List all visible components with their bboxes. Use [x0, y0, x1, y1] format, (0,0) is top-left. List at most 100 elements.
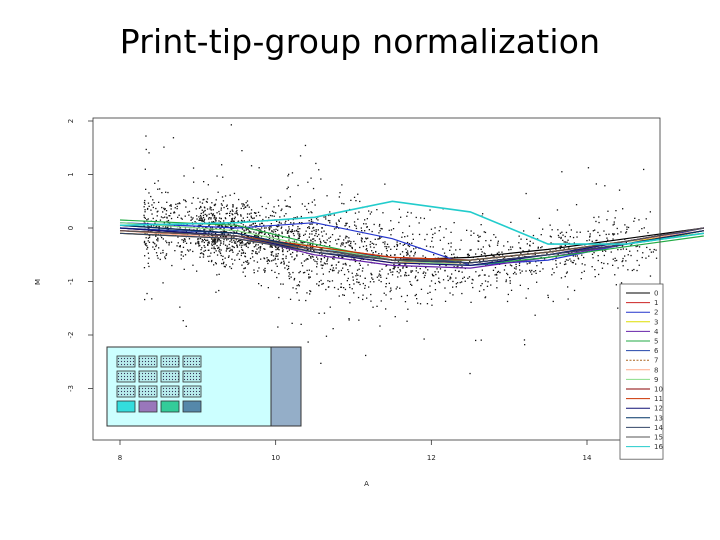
data-point	[243, 261, 245, 264]
data-point	[223, 239, 225, 241]
data-point	[345, 264, 347, 266]
data-point	[449, 249, 451, 251]
data-point	[390, 229, 393, 231]
data-point	[165, 213, 167, 215]
legend-label-0: 0	[654, 290, 658, 298]
data-point	[245, 244, 247, 246]
data-point	[348, 284, 351, 286]
data-point	[252, 242, 254, 244]
data-point	[214, 203, 217, 205]
data-point	[480, 248, 482, 250]
data-point	[429, 246, 432, 248]
data-point	[305, 230, 307, 232]
data-point	[268, 217, 270, 219]
data-point	[404, 301, 407, 303]
data-point	[519, 258, 521, 261]
data-point	[459, 262, 461, 265]
data-point	[250, 209, 253, 211]
data-point	[200, 249, 202, 251]
data-point	[238, 198, 240, 201]
data-point	[342, 257, 344, 259]
data-point	[614, 274, 616, 276]
data-point	[223, 241, 225, 243]
data-point	[407, 252, 409, 254]
data-point	[405, 263, 407, 265]
data-point	[378, 279, 380, 281]
data-point	[168, 242, 170, 244]
data-point	[146, 219, 148, 221]
data-point	[290, 231, 293, 233]
slide-label-area	[270, 346, 302, 427]
data-point	[350, 199, 352, 201]
data-point	[378, 225, 381, 227]
data-point	[506, 272, 508, 275]
data-point	[396, 241, 398, 243]
data-point	[293, 222, 295, 224]
data-point	[274, 259, 276, 261]
data-point	[603, 230, 605, 232]
data-point	[311, 223, 313, 225]
data-point	[534, 270, 537, 272]
data-point	[238, 258, 241, 260]
data-point	[297, 233, 299, 235]
data-point	[199, 219, 201, 221]
data-point	[430, 280, 433, 282]
data-point	[219, 228, 221, 230]
data-point	[577, 257, 579, 259]
data-point	[308, 254, 310, 257]
data-point	[288, 206, 290, 208]
data-point	[464, 280, 466, 282]
data-point	[393, 245, 396, 248]
data-point	[320, 231, 323, 233]
data-point	[245, 229, 247, 231]
data-point	[588, 239, 591, 241]
data-point	[218, 220, 220, 222]
data-point	[288, 249, 290, 251]
data-point	[240, 214, 242, 216]
data-point	[170, 208, 172, 210]
data-point	[358, 319, 360, 321]
data-point	[253, 260, 255, 262]
data-point	[312, 187, 315, 190]
data-point	[253, 246, 255, 248]
data-point	[221, 226, 223, 228]
data-point	[170, 226, 172, 228]
data-point	[323, 240, 325, 242]
data-point	[565, 272, 568, 274]
data-point	[404, 243, 406, 245]
data-point	[261, 227, 263, 229]
data-point	[615, 210, 617, 212]
data-point	[228, 250, 231, 252]
data-point	[567, 298, 569, 300]
data-point	[232, 251, 234, 253]
data-point	[146, 245, 148, 247]
data-point	[413, 255, 415, 257]
data-point	[449, 278, 451, 280]
data-point	[317, 229, 319, 231]
data-point	[567, 259, 569, 261]
data-point	[332, 328, 334, 330]
data-point	[161, 192, 163, 194]
data-point	[354, 259, 356, 261]
data-point	[232, 206, 234, 208]
data-point	[414, 294, 416, 297]
data-point	[274, 257, 276, 259]
data-point	[318, 312, 320, 314]
data-point	[307, 181, 309, 183]
data-point	[234, 241, 236, 243]
data-point	[480, 224, 482, 226]
data-point	[243, 207, 245, 210]
data-point	[218, 246, 220, 248]
data-point	[420, 217, 422, 219]
y-tick-label: -1	[67, 278, 75, 285]
data-point	[415, 275, 417, 277]
data-point	[226, 248, 228, 250]
data-point	[297, 237, 299, 240]
data-point	[220, 242, 222, 244]
data-point	[490, 284, 492, 286]
data-point	[550, 236, 552, 238]
data-point	[150, 225, 152, 227]
data-point	[181, 218, 183, 220]
data-point	[320, 261, 322, 263]
data-point	[344, 246, 346, 248]
